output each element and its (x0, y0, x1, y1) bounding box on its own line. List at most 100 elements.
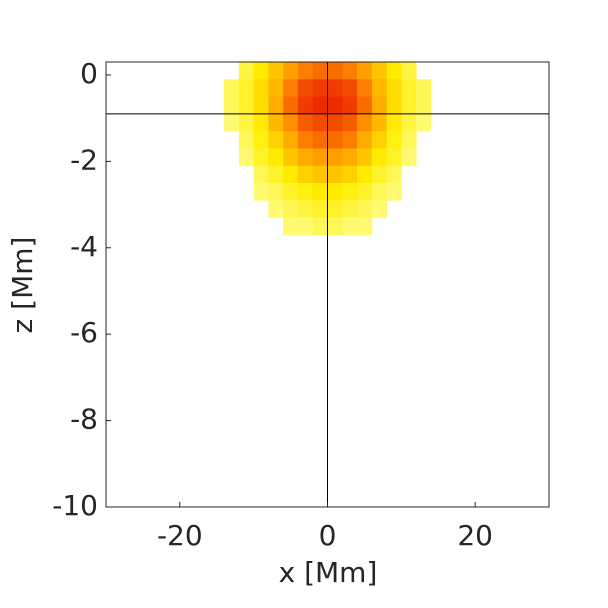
heat-cell (297, 113, 314, 132)
heat-cell (253, 113, 269, 132)
heat-cell (268, 113, 284, 132)
heat-cell (253, 62, 269, 80)
heat-cell (297, 217, 314, 236)
x-tick-label: 0 (319, 519, 337, 552)
heat-cell (327, 217, 343, 236)
heat-cell (224, 96, 240, 115)
heat-cell (238, 131, 255, 149)
heat-cell (371, 131, 388, 149)
y-tick-label: -2 (70, 143, 98, 176)
heat-cell (371, 113, 388, 132)
heat-cell (238, 62, 255, 80)
heat-cell (268, 182, 284, 201)
heat-cell (283, 62, 299, 80)
heat-cell (401, 113, 417, 132)
heat-cell (401, 62, 417, 80)
heat-cell (342, 217, 358, 236)
heat-cell (357, 131, 373, 149)
y-tick-label: -4 (70, 230, 98, 263)
heat-cell (268, 62, 284, 80)
heat-cell (357, 148, 373, 167)
heat-cell (268, 148, 284, 167)
heat-cell (238, 79, 255, 98)
heat-cell (342, 200, 358, 219)
heat-cell (416, 79, 432, 98)
heat-cell (327, 148, 343, 167)
heat-cell (268, 165, 284, 184)
y-axis-label: z [Mm] (6, 237, 39, 334)
heat-cell (401, 96, 417, 115)
heat-cell (297, 200, 314, 219)
heat-cell (386, 113, 402, 132)
y-tick-label: -10 (52, 489, 98, 522)
heat-cell (312, 96, 328, 115)
heat-cell (342, 182, 358, 201)
heat-cell (312, 148, 328, 167)
heat-cell (342, 113, 358, 132)
heat-cell (283, 182, 299, 201)
heat-cell (416, 113, 432, 132)
heat-cell (401, 148, 417, 167)
heat-cell (312, 217, 328, 236)
heat-cell (327, 131, 343, 149)
heat-cell (297, 62, 314, 80)
x-axis-label: x [Mm] (279, 556, 378, 589)
heat-cell (342, 79, 358, 98)
heat-cell (327, 165, 343, 184)
heat-cell (312, 182, 328, 201)
heat-cell (327, 200, 343, 219)
heat-cell (327, 113, 343, 132)
heat-cell (253, 182, 269, 201)
heat-cell (357, 200, 373, 219)
heat-cell (268, 96, 284, 115)
heat-cell (357, 79, 373, 98)
heat-cell (342, 62, 358, 80)
heat-cell (342, 96, 358, 115)
heat-cell (283, 148, 299, 167)
heat-cell (268, 131, 284, 149)
heat-cell (371, 182, 388, 201)
heat-cell (371, 200, 388, 219)
heat-cell (342, 165, 358, 184)
heat-cell (297, 79, 314, 98)
heat-cell (283, 113, 299, 132)
heat-cell (297, 131, 314, 149)
heat-cell (342, 131, 358, 149)
heat-cell (253, 148, 269, 167)
heat-cell (401, 131, 417, 149)
heat-cell (312, 131, 328, 149)
y-tick-label: 0 (80, 57, 98, 90)
heat-cell (238, 148, 255, 167)
heat-cell (342, 148, 358, 167)
heat-cell (297, 148, 314, 167)
heat-cell (283, 165, 299, 184)
heat-cell (357, 113, 373, 132)
heat-cell (312, 79, 328, 98)
heat-cell (371, 62, 388, 80)
heat-cell (312, 113, 328, 132)
heat-cell (327, 182, 343, 201)
heat-cell (386, 131, 402, 149)
heat-cell (283, 217, 299, 236)
heat-cell (283, 200, 299, 219)
heat-cell (312, 62, 328, 80)
heat-cell (253, 96, 269, 115)
heat-cell (357, 96, 373, 115)
heat-cell (238, 113, 255, 132)
heat-cell (386, 62, 402, 80)
heat-cell (357, 165, 373, 184)
heat-cell (283, 96, 299, 115)
heat-cell (327, 96, 343, 115)
heat-cell (312, 165, 328, 184)
heat-cell (224, 79, 240, 98)
heat-cell (224, 113, 240, 132)
heat-cell (268, 79, 284, 98)
heat-cell (371, 165, 388, 184)
heat-cell (327, 62, 343, 80)
heat-cell (401, 79, 417, 98)
x-tick-label: -20 (157, 519, 203, 552)
heat-cell (357, 217, 373, 236)
x-tick-label: 20 (457, 519, 493, 552)
heat-cell (283, 79, 299, 98)
